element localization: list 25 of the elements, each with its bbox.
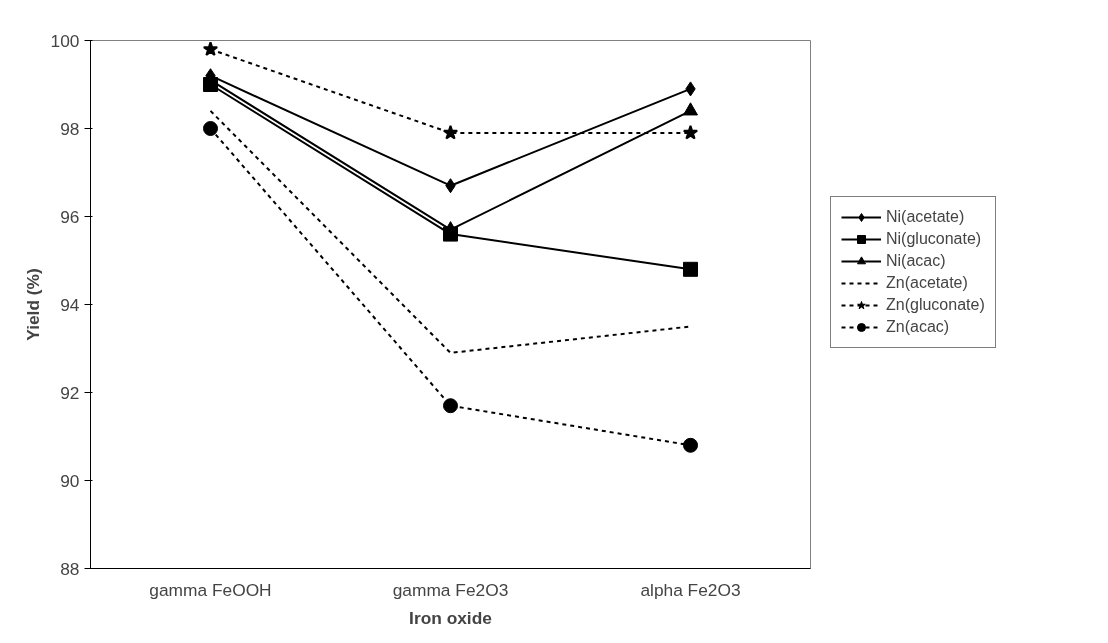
x-tick-label: gamma Fe2O3	[392, 579, 509, 600]
point	[442, 124, 459, 140]
point	[202, 41, 219, 56]
y-tick-label: 96	[60, 206, 80, 227]
point	[682, 124, 699, 140]
y-tick-label: 94	[60, 294, 80, 315]
y-tick-label: 90	[60, 470, 80, 491]
legend-label: Ni(acetate)	[886, 208, 965, 226]
y-tick-label: 98	[60, 118, 80, 139]
y-axis-title: Yield (%)	[22, 268, 43, 341]
point	[683, 437, 698, 453]
y-tick-label: 92	[60, 382, 80, 403]
x-tick-label: gamma FeOOH	[149, 579, 272, 600]
y-tick-label: 100	[50, 30, 80, 51]
point	[443, 398, 458, 414]
point	[683, 261, 698, 277]
point	[203, 121, 218, 136]
x-tick-label: alpha Fe2O3	[640, 579, 741, 600]
x-axis-title: Iron oxide	[409, 607, 493, 628]
legend-label: Ni(acac)	[886, 252, 946, 270]
legend-label: Zn(gluconate)	[886, 296, 985, 314]
legend-label: Zn(acac)	[886, 318, 950, 336]
legend-label: Zn(acetate)	[886, 274, 968, 292]
y-tick-label: 88	[60, 558, 80, 579]
legend-label: Ni(gluconate)	[886, 230, 982, 248]
